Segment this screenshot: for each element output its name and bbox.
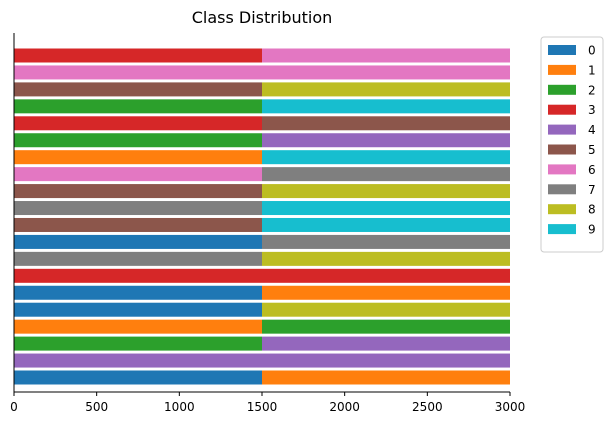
bar-segment [14, 201, 262, 216]
bar-segment [14, 184, 262, 199]
bar-segment [262, 150, 510, 165]
bar-segment [262, 184, 510, 199]
legend-swatch [548, 144, 576, 155]
bar-segment [262, 353, 510, 368]
legend-label: 4 [588, 123, 596, 137]
legend-label: 2 [588, 83, 596, 97]
bar-segment [262, 234, 510, 249]
x-tick-label: 1000 [164, 400, 195, 414]
bar-segment [262, 167, 510, 182]
legend: 0 1 2 3 4 5 6 7 8 9 [540, 36, 604, 253]
legend-swatch [548, 64, 576, 75]
x-tick-label: 3000 [495, 400, 526, 414]
legend-swatch [548, 104, 576, 115]
x-tick-label: 2500 [412, 400, 443, 414]
legend-label: 0 [588, 44, 596, 58]
x-tick-label: 500 [85, 400, 108, 414]
x-tick-label: 1500 [247, 400, 278, 414]
bar-segment [262, 370, 510, 385]
bar-segment [14, 353, 262, 368]
bar-segment [262, 319, 510, 334]
bar-segment [14, 268, 262, 283]
bar-segment [262, 285, 510, 300]
bar-segment [262, 336, 510, 351]
chart-title: Class Distribution [192, 8, 333, 27]
x-tick-label: 2000 [329, 400, 360, 414]
bars-layer [14, 48, 510, 385]
legend-label: 3 [588, 103, 596, 117]
legend-swatch [548, 224, 576, 235]
bar-segment [262, 65, 510, 80]
legend-swatch [548, 124, 576, 135]
bar-segment [262, 217, 510, 232]
bar-segment [262, 201, 510, 216]
bar-segment [14, 336, 262, 351]
bar-segment [262, 99, 510, 114]
legend-label: 8 [588, 203, 596, 217]
legend-swatch [548, 45, 576, 55]
bar-segment [262, 116, 510, 131]
bar-segment [262, 268, 510, 283]
legend-swatch [548, 204, 576, 215]
bar-segment [14, 99, 262, 114]
bar-segment [14, 251, 262, 266]
legend-label: 6 [588, 163, 596, 177]
bar-segment [14, 150, 262, 165]
bar-segment [14, 370, 262, 385]
bar-segment [14, 82, 262, 97]
bar-segment [262, 251, 510, 266]
x-ticks-layer: 0 500 1000 1500 2000 2500 3000 [10, 392, 525, 414]
bar-segment [14, 167, 262, 182]
legend-label: 7 [588, 183, 596, 197]
bar-segment [262, 48, 510, 63]
bar-segment [14, 285, 262, 300]
legend-label: 5 [588, 143, 596, 157]
bar-segment [14, 116, 262, 131]
bar-segment [262, 133, 510, 148]
legend-label: 9 [588, 223, 596, 237]
bar-segment [14, 217, 262, 232]
bar-segment [14, 234, 262, 249]
bar-segment [14, 65, 262, 80]
bar-segment [14, 302, 262, 317]
legend-swatch [548, 184, 576, 195]
bar-segment [262, 82, 510, 97]
bar-segment [14, 319, 262, 334]
legend-swatch [548, 84, 576, 95]
bar-segment [14, 133, 262, 148]
x-tick-label: 0 [10, 400, 18, 414]
legend-label: 1 [588, 63, 596, 77]
legend-swatch [548, 164, 576, 175]
bar-segment [262, 302, 510, 317]
bar-segment [14, 48, 262, 63]
